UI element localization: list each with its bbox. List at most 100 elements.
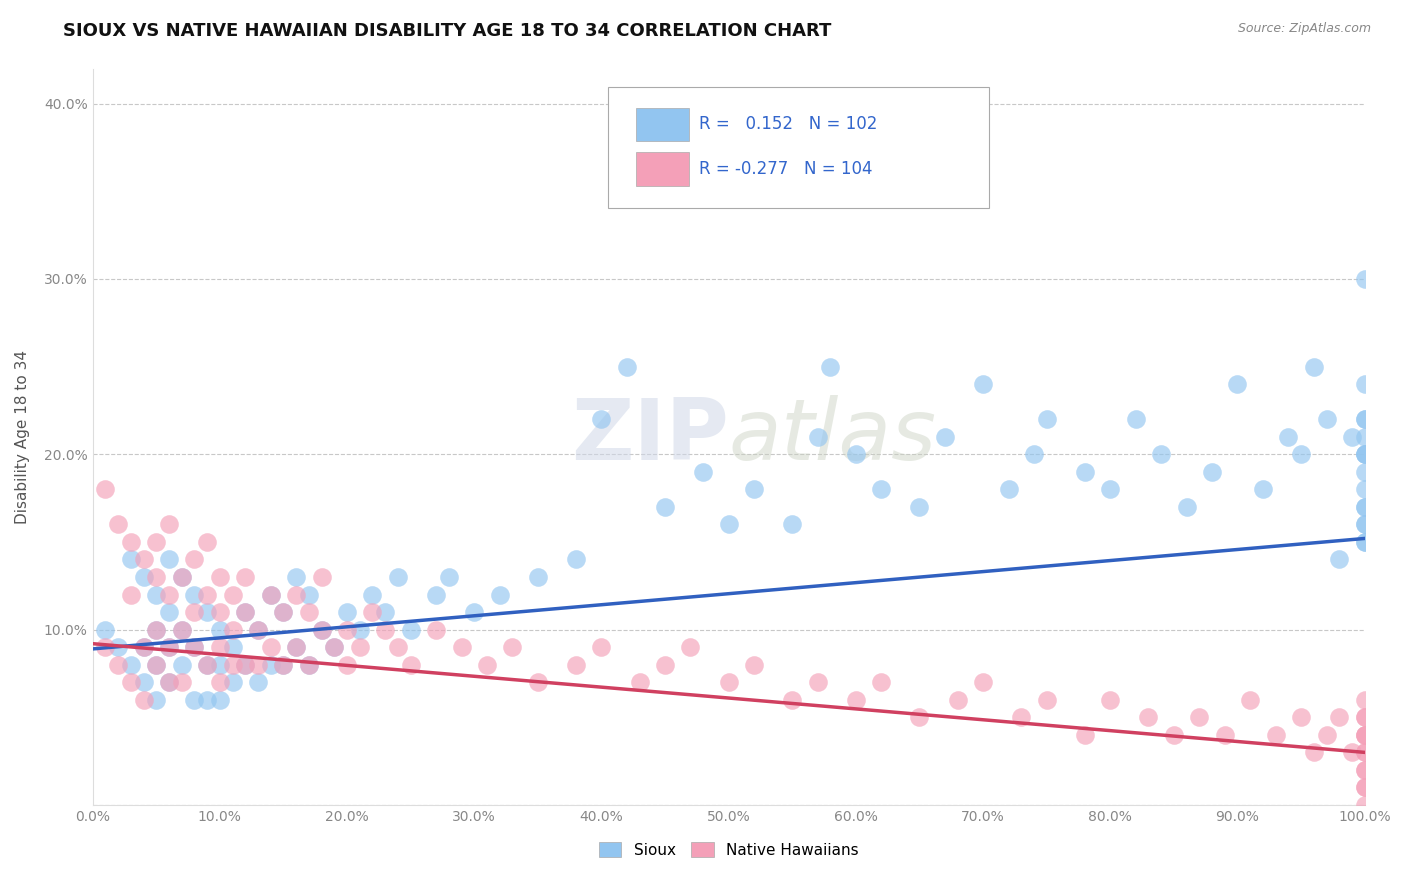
Point [908, 710, 931, 724]
Point [387, 570, 409, 584]
Point [425, 623, 447, 637]
Y-axis label: Disability Age 18 to 34: Disability Age 18 to 34 [15, 350, 30, 524]
Point [208, 675, 231, 690]
Point [1213, 728, 1236, 742]
Point [1354, 780, 1376, 795]
Point [679, 640, 702, 655]
Point [120, 552, 142, 566]
Point [807, 430, 830, 444]
Point [1099, 483, 1122, 497]
Point [1302, 359, 1324, 374]
Point [1125, 412, 1147, 426]
Point [1264, 728, 1286, 742]
Point [145, 693, 167, 707]
Point [107, 640, 129, 655]
Point [1354, 763, 1376, 777]
Point [208, 623, 231, 637]
Point [565, 657, 588, 672]
Legend: Sioux, Native Hawaiians: Sioux, Native Hawaiians [592, 836, 865, 863]
Point [208, 605, 231, 619]
Point [157, 675, 180, 690]
Point [349, 623, 371, 637]
Point [1150, 447, 1173, 461]
Point [170, 623, 193, 637]
Point [527, 675, 550, 690]
Point [157, 640, 180, 655]
Point [246, 623, 269, 637]
Point [132, 640, 155, 655]
Point [654, 500, 676, 514]
Point [273, 605, 295, 619]
Point [1074, 728, 1097, 742]
Point [298, 588, 321, 602]
Point [183, 605, 205, 619]
Point [1175, 500, 1198, 514]
Point [233, 570, 256, 584]
Point [908, 500, 931, 514]
Point [1354, 728, 1376, 742]
Point [233, 657, 256, 672]
Point [94, 483, 117, 497]
Text: Source: ZipAtlas.com: Source: ZipAtlas.com [1237, 22, 1371, 36]
Point [170, 570, 193, 584]
Point [246, 657, 269, 672]
Point [1074, 465, 1097, 479]
Point [1354, 447, 1376, 461]
Point [997, 483, 1019, 497]
Point [399, 657, 422, 672]
Point [221, 588, 243, 602]
Point [221, 640, 243, 655]
Point [374, 623, 396, 637]
Point [1289, 447, 1312, 461]
Point [285, 640, 308, 655]
Point [1251, 483, 1274, 497]
Point [1329, 552, 1351, 566]
Point [387, 640, 409, 655]
Point [132, 693, 155, 707]
Point [1354, 377, 1376, 392]
Point [1226, 377, 1249, 392]
Point [501, 640, 523, 655]
Point [361, 605, 384, 619]
Point [374, 605, 396, 619]
Point [934, 430, 956, 444]
Point [285, 588, 308, 602]
Point [717, 675, 740, 690]
Point [120, 535, 142, 549]
Point [946, 693, 969, 707]
Point [145, 657, 167, 672]
Point [1354, 710, 1376, 724]
Point [157, 517, 180, 532]
Point [170, 623, 193, 637]
Point [94, 623, 117, 637]
Point [1354, 412, 1376, 426]
Point [157, 588, 180, 602]
Point [1188, 710, 1211, 724]
Point [145, 657, 167, 672]
Point [1354, 517, 1376, 532]
Point [845, 447, 868, 461]
Point [208, 570, 231, 584]
Point [120, 657, 142, 672]
Point [183, 640, 205, 655]
Point [246, 623, 269, 637]
Point [311, 623, 333, 637]
Point [273, 657, 295, 672]
Point [221, 675, 243, 690]
Point [221, 623, 243, 637]
Point [870, 483, 893, 497]
Point [1239, 693, 1261, 707]
Point [107, 657, 129, 672]
Point [273, 657, 295, 672]
Point [183, 693, 205, 707]
Point [120, 675, 142, 690]
Point [1137, 710, 1160, 724]
Point [654, 657, 676, 672]
Point [1354, 447, 1376, 461]
Point [1341, 430, 1364, 444]
Point [845, 693, 868, 707]
Point [1035, 412, 1057, 426]
Point [132, 640, 155, 655]
Point [298, 605, 321, 619]
Text: atlas: atlas [728, 395, 936, 478]
